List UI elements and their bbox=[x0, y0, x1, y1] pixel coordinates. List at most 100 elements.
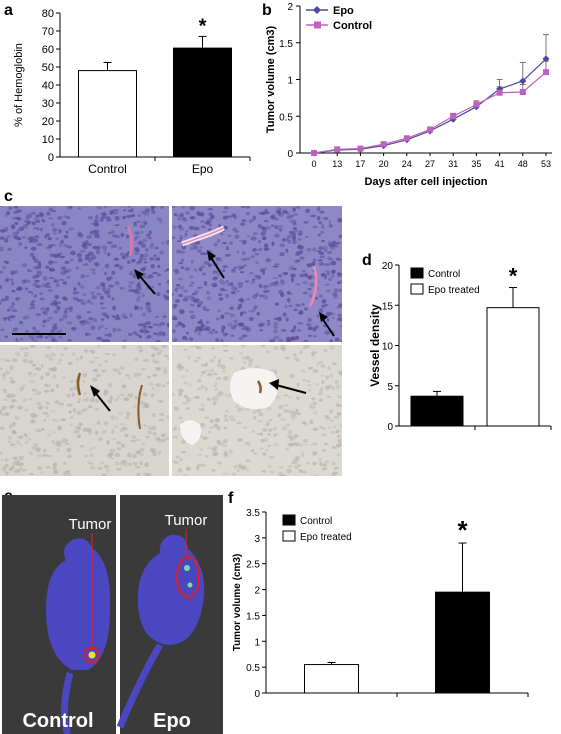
cell-nucleus bbox=[62, 215, 67, 218]
tumor-marker-control bbox=[84, 647, 100, 663]
cell-nucleus bbox=[32, 256, 36, 260]
cell-nucleus bbox=[5, 359, 10, 363]
cell-nucleus bbox=[117, 371, 122, 376]
cell-nucleus bbox=[295, 408, 299, 414]
cell-nucleus bbox=[273, 369, 278, 375]
tumor-marker-epo bbox=[176, 556, 200, 598]
cell-nucleus bbox=[19, 407, 23, 410]
cell-nucleus bbox=[229, 306, 234, 311]
cell-nucleus bbox=[160, 438, 166, 443]
cell-nucleus bbox=[95, 249, 101, 255]
cell-nucleus bbox=[18, 466, 23, 472]
cell-nucleus bbox=[53, 279, 60, 283]
cell-nucleus bbox=[262, 270, 266, 276]
cell-nucleus bbox=[132, 289, 136, 292]
cell-nucleus bbox=[52, 299, 58, 305]
cell-nucleus bbox=[26, 213, 33, 218]
cell-nucleus bbox=[16, 216, 22, 221]
cell-nucleus bbox=[234, 234, 240, 239]
cell-nucleus bbox=[88, 259, 93, 263]
cell-nucleus bbox=[179, 234, 183, 240]
cell-nucleus bbox=[255, 260, 259, 265]
cell-nucleus bbox=[49, 267, 55, 272]
cell-nucleus bbox=[172, 303, 178, 307]
cell-nucleus bbox=[178, 467, 182, 471]
cell-nucleus bbox=[314, 325, 319, 329]
cell-nucleus bbox=[195, 466, 200, 470]
cell-nucleus bbox=[180, 266, 185, 270]
cell-nucleus bbox=[217, 309, 221, 312]
cell-nucleus bbox=[50, 352, 56, 357]
cell-nucleus bbox=[295, 206, 301, 210]
cell-nucleus bbox=[211, 469, 216, 472]
cell-nucleus bbox=[207, 372, 212, 377]
cell-nucleus bbox=[272, 276, 278, 280]
cell-nucleus bbox=[76, 298, 82, 303]
cell-nucleus bbox=[301, 421, 307, 425]
cell-nucleus bbox=[178, 321, 183, 325]
cell-nucleus bbox=[96, 336, 103, 341]
cell-nucleus bbox=[142, 326, 147, 329]
cell-nucleus bbox=[185, 468, 192, 471]
cell-nucleus bbox=[158, 219, 163, 224]
cell-nucleus bbox=[270, 215, 275, 220]
cell-nucleus bbox=[331, 316, 335, 320]
cell-nucleus bbox=[136, 220, 141, 223]
cell-nucleus bbox=[151, 393, 155, 398]
cell-nucleus bbox=[46, 346, 51, 349]
cell-nucleus bbox=[328, 220, 332, 225]
cell-nucleus bbox=[103, 249, 107, 255]
cell-nucleus bbox=[53, 253, 60, 258]
cell-nucleus bbox=[295, 259, 301, 263]
cell-nucleus bbox=[24, 354, 28, 357]
cell-nucleus bbox=[101, 429, 106, 434]
cell-nucleus bbox=[106, 241, 113, 245]
cell-nucleus bbox=[192, 359, 199, 363]
cell-nucleus bbox=[92, 377, 98, 382]
cell-nucleus bbox=[254, 253, 260, 256]
cell-nucleus bbox=[274, 280, 279, 285]
cell-nucleus bbox=[89, 466, 96, 470]
cell-nucleus bbox=[167, 323, 169, 328]
cell-nucleus bbox=[50, 329, 56, 334]
cell-nucleus bbox=[292, 219, 297, 225]
cell-nucleus bbox=[206, 218, 213, 223]
cell-nucleus bbox=[92, 318, 97, 323]
cell-nucleus bbox=[47, 244, 53, 249]
cell-nucleus bbox=[8, 319, 12, 322]
cell-nucleus bbox=[319, 387, 324, 392]
cell-nucleus bbox=[13, 327, 19, 330]
cell-nucleus bbox=[230, 418, 236, 422]
cell-nucleus bbox=[138, 240, 144, 244]
cell-nucleus bbox=[30, 305, 36, 309]
cell-nucleus bbox=[36, 429, 42, 433]
cell-nucleus bbox=[201, 272, 207, 276]
panel-letter-c: c bbox=[4, 188, 13, 205]
mouse-tail-epo bbox=[116, 643, 164, 729]
cell-nucleus bbox=[206, 290, 210, 295]
cell-nucleus bbox=[207, 207, 214, 211]
cell-nucleus bbox=[280, 280, 286, 285]
cell-nucleus bbox=[58, 243, 63, 247]
cell-nucleus bbox=[114, 315, 121, 321]
cell-nucleus bbox=[288, 429, 293, 435]
cell-nucleus bbox=[338, 371, 342, 375]
cell-nucleus bbox=[307, 388, 312, 392]
cell-nucleus bbox=[215, 257, 220, 262]
cell-nucleus bbox=[27, 220, 32, 225]
cell-nucleus bbox=[303, 221, 309, 224]
cell-nucleus bbox=[258, 247, 263, 251]
cell-nucleus bbox=[4, 237, 9, 243]
cell-nucleus bbox=[331, 472, 336, 476]
cell-nucleus bbox=[248, 362, 252, 367]
cell-nucleus bbox=[52, 325, 58, 331]
panel-letter-b: b bbox=[262, 2, 272, 19]
cell-nucleus bbox=[27, 268, 31, 272]
cell-nucleus bbox=[270, 281, 276, 286]
cell-nucleus bbox=[330, 430, 336, 435]
cell-nucleus bbox=[14, 459, 20, 463]
cell-nucleus bbox=[317, 392, 323, 397]
cell-nucleus bbox=[52, 462, 58, 467]
cell-nucleus bbox=[142, 238, 148, 243]
